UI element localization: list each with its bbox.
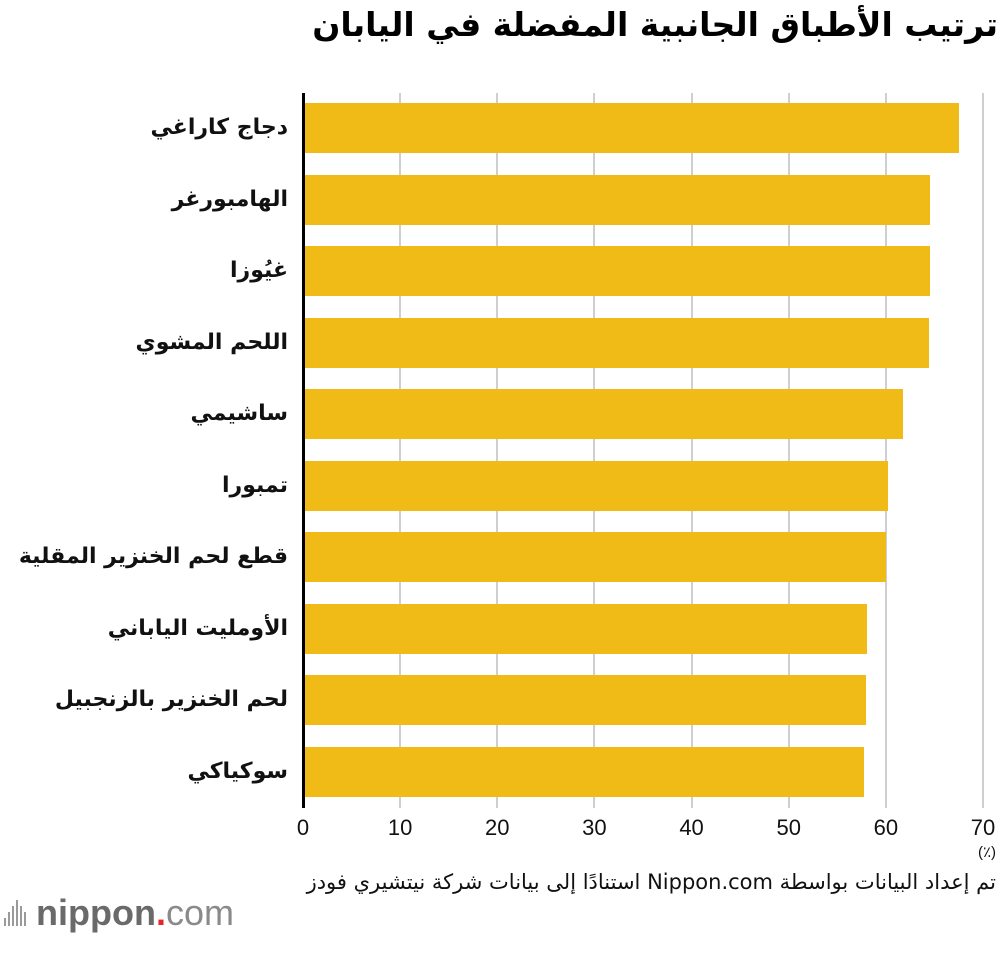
category-label: قطع لحم الخنزير المقلية xyxy=(18,544,288,570)
category-label: دجاج كاراغي xyxy=(150,115,288,140)
bar xyxy=(303,246,930,297)
category-label: ساشيمي xyxy=(190,401,288,427)
plot-area xyxy=(303,93,984,808)
gridline xyxy=(690,93,693,808)
y-axis-line xyxy=(302,93,305,808)
category-label: لحم الخنزير بالزنجبيل xyxy=(54,687,288,713)
source-note: تم إعداد البيانات بواسطة Nippon.com استن… xyxy=(306,870,996,894)
x-tick-label: 60 xyxy=(873,815,899,840)
sound-bars-icon xyxy=(4,900,26,926)
gridline xyxy=(787,93,790,808)
bar xyxy=(303,532,886,583)
category-label: غيُوزا xyxy=(229,258,288,284)
bar xyxy=(303,746,864,797)
logo-text: nippon.com xyxy=(36,892,234,933)
gridline xyxy=(593,93,596,808)
x-tick-label: 40 xyxy=(679,815,704,840)
x-tick-label: 70 xyxy=(970,815,996,840)
gridline xyxy=(884,93,887,808)
gridline xyxy=(982,93,984,808)
category-label: سوكياكي xyxy=(187,758,288,784)
bar xyxy=(303,460,888,511)
unit-label: (٪) xyxy=(977,844,996,861)
bar xyxy=(303,603,868,654)
category-label: الهامبورغر xyxy=(171,186,288,212)
bar xyxy=(303,317,929,368)
category-label: تمبورا xyxy=(222,472,288,498)
x-tick-label: 30 xyxy=(582,815,607,840)
gridline xyxy=(496,93,499,808)
x-tick-label: 10 xyxy=(387,815,413,840)
bar xyxy=(303,174,930,225)
bar xyxy=(303,389,904,440)
gridline xyxy=(399,93,402,808)
bar xyxy=(303,103,959,153)
category-label: اللحم المشوي xyxy=(135,329,288,355)
x-tick-label: 20 xyxy=(485,815,510,840)
chart-title: ترتيب الأطباق الجانبية المفضلة في اليابا… xyxy=(312,5,998,44)
x-tick-label: 0 xyxy=(296,815,310,840)
category-label: الأومليت الياباني xyxy=(107,615,288,641)
bar xyxy=(303,675,867,726)
x-tick-label: 50 xyxy=(776,815,801,840)
nippon-logo: nippon.com xyxy=(4,892,234,933)
